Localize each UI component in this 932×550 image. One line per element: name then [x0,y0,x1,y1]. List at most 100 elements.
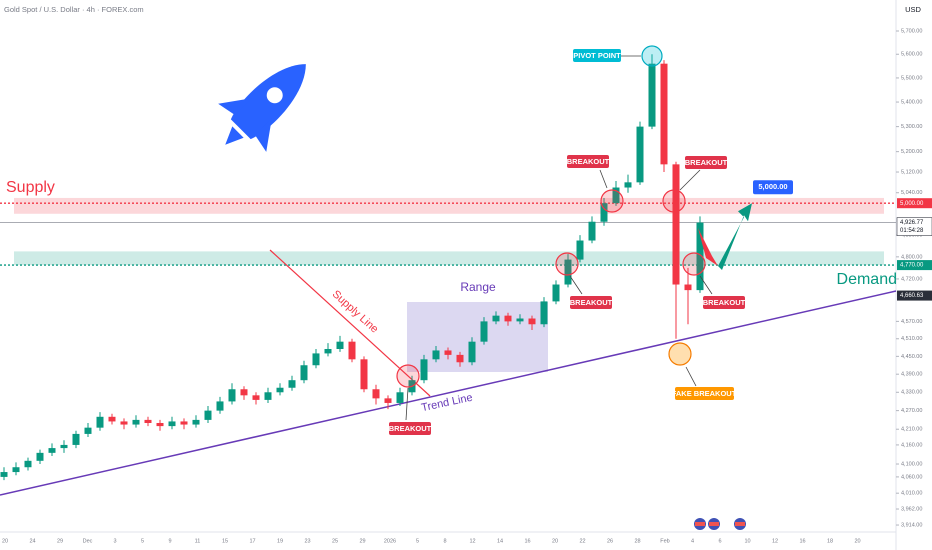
candle-body [312,353,320,366]
x-tick-label: 26 [607,538,613,544]
candle-body [396,392,404,403]
candle-body [96,416,104,428]
candle-body [492,315,500,322]
x-tick-label: 3 [113,538,116,544]
tag-box [675,387,734,400]
x-tick-label: 15 [222,538,228,544]
tag-box [685,156,727,169]
candle-body [360,359,368,390]
candle-body [288,380,296,388]
supply-label: Supply [6,179,55,196]
y-tick-label: 5,400.00 [901,100,922,106]
candle-body [228,389,236,402]
highlight-circles [396,45,706,388]
demand-label: Demand [837,271,897,288]
target-box [753,180,793,195]
x-tick-label: Dec [83,538,93,544]
x-tick-label: 12 [469,538,475,544]
x-tick-label: 4 [691,538,694,544]
candle-body [588,221,596,241]
candle-body [84,427,92,434]
breakout-label: BREAKOUT [389,424,432,433]
candle-body [468,341,476,363]
x-tick-label: 14 [497,538,503,544]
candle-body [156,422,164,427]
x-tick-label: 2026 [384,538,396,544]
x-tick-label: 20 [552,538,558,544]
candle-body [372,389,380,399]
candle-body [576,240,584,260]
x-tick-label: 12 [772,538,778,544]
y-tick-label: 3,914.00 [901,522,922,528]
x-tick-label: 5 [141,538,144,544]
chart-title: Gold Spot / U.S. Dollar · 4h · FOREX.com [4,5,144,14]
x-tick-label: 24 [29,538,35,544]
x-tick-label: 18 [827,538,833,544]
x-tick-label: 22 [579,538,585,544]
x-tick-label: 20 [854,538,860,544]
x-tick-label: 16 [524,538,530,544]
candle-body [516,318,524,322]
candle-body [36,452,44,461]
x-tick-label: 5 [416,538,419,544]
event-flags [694,518,746,530]
rocket-icon [218,64,306,152]
leader-lines [405,55,713,421]
y-tick-label: 4,390.00 [901,372,922,378]
candle-body [348,341,356,360]
price-tag [896,217,932,236]
breakout-label: BREAKOUT [567,157,610,166]
x-tick-label: 25 [332,538,338,544]
candle-body [612,187,620,204]
x-tick-label: 23 [304,538,310,544]
price-tag [897,260,932,271]
tag-box [703,296,745,309]
price-tag-label: 4,660.63 [900,293,924,299]
y-tick-label: 4,800.00 [901,254,922,260]
candle-body [264,392,272,400]
candle-body [240,389,248,396]
candle-body [72,433,80,445]
candle-body [120,421,128,425]
candle-body [12,467,20,473]
candle-body [636,126,644,183]
x-tick-label: 29 [359,538,365,544]
candle-body [432,350,440,360]
x-tick-label: 20 [2,538,8,544]
tag-box [573,49,621,62]
candle-body [384,398,392,403]
demand-zone [14,251,884,266]
range-box [407,302,548,372]
x-tick-label: 8 [443,538,446,544]
candle-body [660,63,668,165]
price-tag [897,290,932,301]
tag-box [389,422,431,435]
y-tick-label: 4,160.00 [901,442,922,448]
target-arrow [718,203,752,270]
candle-body [564,259,572,285]
y-tick-label: 5,120.00 [901,169,922,175]
candle-body [336,341,344,349]
y-tick-label: 3,962.00 [901,506,922,512]
x-tick-label: 16 [799,538,805,544]
y-tick-label: 5,040.00 [901,190,922,196]
candle-body [672,164,680,285]
candles [0,54,704,481]
y-tick-label: 4,100.00 [901,461,922,467]
x-tick-label: 29 [57,538,63,544]
y-tick-label: 5,300.00 [901,124,922,130]
currency: USD [905,5,921,14]
price-tag [897,198,932,209]
candle-body [204,410,212,420]
y-tick-label: 5,600.00 [901,52,922,58]
y-tick-label: 5,700.00 [901,28,922,34]
candle-body [504,315,512,322]
candle-body [144,419,152,423]
supply-line [269,249,431,397]
y-tick-label: 4,060.00 [901,474,922,480]
y-tick-label: 4,720.00 [901,276,922,282]
candle-body [48,448,56,453]
candle-body [456,354,464,363]
